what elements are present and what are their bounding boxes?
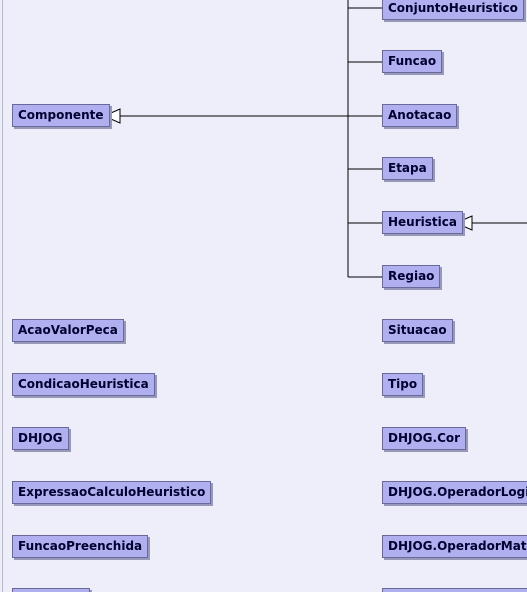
class-condicaoheuristica[interactable]: CondicaoHeuristica <box>12 373 155 396</box>
class-dhjog-operadorlogico[interactable]: DHJOG.OperadorLogico <box>382 481 527 504</box>
class-expressaocalculoheuristico[interactable]: ExpressaoCalculoHeuristico <box>12 481 212 504</box>
class-dhjog[interactable]: DHJOG <box>12 427 69 450</box>
class-partial-left[interactable] <box>12 588 90 592</box>
generalization-arrow-componente <box>102 108 121 124</box>
class-acaovalorpeca[interactable]: AcaoValorPeca <box>12 319 124 342</box>
generalization-arrow-heuristica <box>454 215 473 231</box>
class-anotacao[interactable]: Anotacao <box>382 104 458 127</box>
class-situacao[interactable]: Situacao <box>382 319 453 342</box>
class-conjuntoheuristico[interactable]: ConjuntoHeuristico <box>382 0 524 20</box>
class-partial-right[interactable] <box>382 588 527 592</box>
panel-border <box>2 0 3 592</box>
class-tipo[interactable]: Tipo <box>382 373 424 396</box>
class-heuristica[interactable]: Heuristica <box>382 211 463 234</box>
class-funcaopreenchida[interactable]: FuncaoPreenchida <box>12 535 149 558</box>
class-componente[interactable]: Componente <box>12 104 110 127</box>
class-etapa[interactable]: Etapa <box>382 157 433 180</box>
class-dhjog-cor[interactable]: DHJOG.Cor <box>382 427 467 450</box>
class-regiao[interactable]: Regiao <box>382 265 441 288</box>
class-dhjog-operadormatematico[interactable]: DHJOG.OperadorMatematico <box>382 535 527 558</box>
class-funcao[interactable]: Funcao <box>382 50 443 73</box>
